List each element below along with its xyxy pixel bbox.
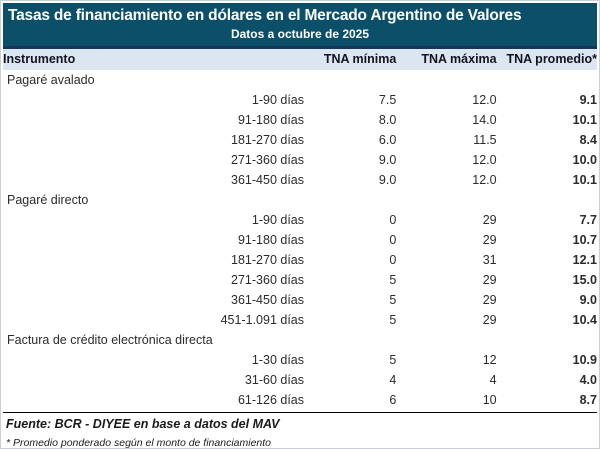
- table-row: 61-126 días 6 10 8.7: [3, 390, 597, 410]
- table-row: 91-180 días 8.0 14.0 10.1: [3, 110, 597, 130]
- section-name: Factura de crédito electrónica directa: [7, 332, 213, 347]
- cell-prom: 10.1: [572, 172, 597, 187]
- cell-prom: 9.1: [579, 92, 597, 107]
- cell-min: 5: [389, 272, 397, 287]
- cell-min: 7.5: [378, 92, 397, 107]
- cell-prom: 4.0: [579, 372, 597, 387]
- page-subtitle: Datos a octubre de 2025: [3, 26, 597, 49]
- column-header-tna-minima: TNA mínima: [304, 49, 397, 70]
- cell-min: 5: [389, 352, 397, 367]
- cell-max: 29: [482, 232, 497, 247]
- footnote: * Promedio ponderado según el monto de f…: [6, 437, 272, 449]
- cell-min: 0: [389, 212, 397, 227]
- cell-prom: 8.4: [579, 132, 597, 147]
- footer: Fuente: BCR - DIYEE en base a datos del …: [3, 412, 597, 449]
- cell-min: 8.0: [378, 112, 397, 127]
- cell-prom: 7.7: [579, 212, 597, 227]
- cell-prom: 10.7: [572, 232, 597, 247]
- cell-min: 6: [389, 392, 397, 407]
- table-row: 31-60 días 4 4 4.0: [3, 370, 597, 390]
- column-header-instrumento: Instrumento: [3, 49, 304, 70]
- cell-prom: 15.0: [572, 272, 597, 287]
- cell-max: 12.0: [472, 152, 497, 167]
- cell-min: 0: [389, 232, 397, 247]
- cell-max: 29: [482, 312, 497, 327]
- cell-plazo: 1-90 días: [251, 92, 304, 107]
- cell-max: 12: [482, 352, 497, 367]
- cell-prom: 10.1: [572, 112, 597, 127]
- cell-plazo: 361-450 días: [231, 292, 304, 307]
- table-row: 1-90 días 0 29 7.7: [3, 210, 597, 230]
- source-note: Fuente: BCR - DIYEE en base a datos del …: [6, 417, 280, 431]
- section-row: Pagaré directo: [3, 190, 597, 210]
- cell-plazo: 271-360 días: [231, 272, 304, 287]
- cell-plazo: 181-270 días: [231, 252, 304, 267]
- table-row: 1-90 días 7.5 12.0 9.1: [3, 90, 597, 110]
- cell-min: 4: [389, 372, 397, 387]
- table-row: 271-360 días 5 29 15.0: [3, 270, 597, 290]
- cell-plazo: 31-60 días: [244, 372, 304, 387]
- cell-plazo: 271-360 días: [231, 152, 304, 167]
- cell-plazo: 91-180 días: [237, 232, 304, 247]
- cell-max: 10: [482, 392, 497, 407]
- column-header-tna-maxima: TNA máxima: [396, 49, 497, 70]
- table-row: 451-1.091 días 5 29 10.4: [3, 310, 597, 330]
- table-row: 181-270 días 0 31 12.1: [3, 250, 597, 270]
- cell-min: 0: [389, 252, 397, 267]
- cell-min: 5: [389, 292, 397, 307]
- section-name: Pagaré avalado: [7, 72, 95, 87]
- cell-plazo: 361-450 días: [231, 172, 304, 187]
- cell-prom: 12.1: [572, 252, 597, 267]
- table-header-row: Instrumento TNA mínima TNA máxima TNA pr…: [3, 49, 597, 70]
- cell-min: 5: [389, 312, 397, 327]
- table-row: 361-450 días 5 29 9.0: [3, 290, 597, 310]
- cell-min: 6.0: [378, 132, 397, 147]
- cell-prom: 10.0: [572, 152, 597, 167]
- cell-max: 4: [489, 372, 497, 387]
- table-row: 91-180 días 0 29 10.7: [3, 230, 597, 250]
- cell-prom: 9.0: [579, 292, 597, 307]
- table-row: 271-360 días 9.0 12.0 10.0: [3, 150, 597, 170]
- cell-max: 29: [482, 292, 497, 307]
- cell-plazo: 451-1.091 días: [220, 312, 304, 327]
- table-row: 361-450 días 9.0 12.0 10.1: [3, 170, 597, 190]
- cell-max: 11.5: [473, 132, 497, 147]
- page-title: Tasas de financiamiento en dólares en el…: [3, 3, 597, 26]
- section-row: Pagaré avalado: [3, 70, 597, 90]
- table-header: Instrumento TNA mínima TNA máxima TNA pr…: [3, 49, 597, 70]
- cell-plazo: 61-126 días: [237, 392, 304, 407]
- cell-max: 31: [482, 252, 497, 267]
- section-row: Factura de crédito electrónica directa: [3, 330, 597, 350]
- table-row: 1-30 días 5 12 10.9: [3, 350, 597, 370]
- cell-prom: 8.7: [579, 392, 597, 407]
- cell-max: 14.0: [472, 112, 497, 127]
- cell-plazo: 91-180 días: [237, 112, 304, 127]
- cell-plazo: 1-30 días: [251, 352, 304, 367]
- table-row: 181-270 días 6.0 11.5 8.4: [3, 130, 597, 150]
- rates-table: Instrumento TNA mínima TNA máxima TNA pr…: [3, 49, 597, 410]
- cell-prom: 10.9: [572, 352, 597, 367]
- cell-min: 9.0: [378, 152, 397, 167]
- cell-min: 9.0: [378, 172, 397, 187]
- cell-max: 12.0: [472, 92, 497, 107]
- column-header-tna-promedio: TNA promedio*: [496, 49, 597, 70]
- cell-max: 29: [482, 272, 497, 287]
- cell-max: 29: [482, 212, 497, 227]
- table-body: Pagaré avalado 1-90 días 7.5 12.0 9.1 91-180 …: [3, 70, 597, 410]
- cell-plazo: 181-270 días: [231, 132, 304, 147]
- cell-max: 12.0: [472, 172, 497, 187]
- cell-prom: 10.4: [572, 312, 597, 327]
- cell-plazo: 1-90 días: [251, 212, 304, 227]
- section-name: Pagaré directo: [7, 192, 89, 207]
